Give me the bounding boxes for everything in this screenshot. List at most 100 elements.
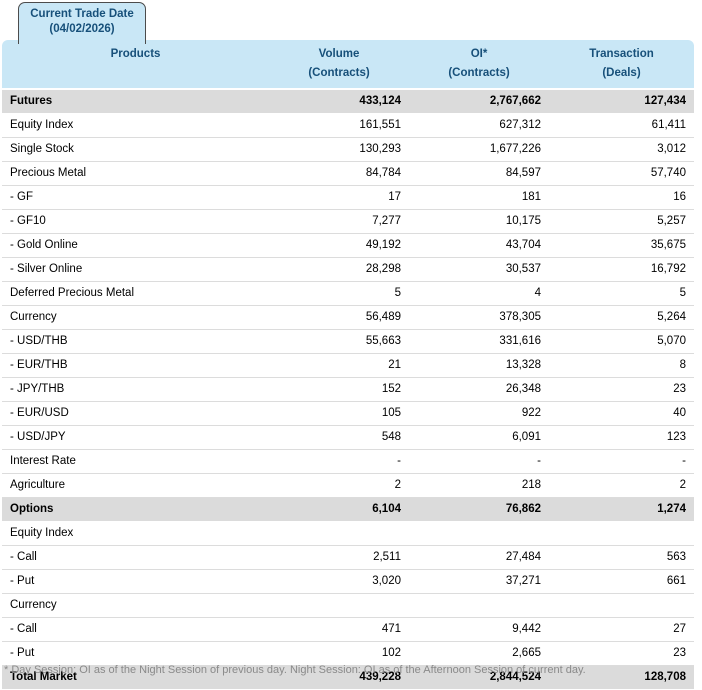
table-row: - Silver Online 28,298 30,537 16,792 [2, 258, 694, 282]
tab-title-line1: Current Trade Date [30, 8, 134, 20]
volume-cell: 161,551 [269, 114, 409, 138]
product-cell: Currency [2, 306, 269, 330]
oi-cell: 627,312 [409, 114, 549, 138]
oi-cell: 2,665 [409, 642, 549, 666]
oi-cell: 27,484 [409, 546, 549, 570]
market-summary-table-area: Products Volume (Contracts) OI* (Contrac… [2, 40, 694, 690]
product-cell: - USD/THB [2, 330, 269, 354]
oi-cell: 84,597 [409, 162, 549, 186]
product-cell: - Put [2, 642, 269, 666]
table-row: - USD/JPY 548 6,091 123 [2, 426, 694, 450]
oi-cell: 922 [409, 402, 549, 426]
table-row: Agriculture 2 218 2 [2, 474, 694, 498]
oi-cell: 30,537 [409, 258, 549, 282]
transaction-cell: 16 [549, 186, 694, 210]
oi-cell [409, 522, 549, 546]
product-cell: Options [2, 498, 269, 522]
table-row: Equity Index [2, 522, 694, 546]
transaction-cell: 23 [549, 378, 694, 402]
transaction-cell: 57,740 [549, 162, 694, 186]
transaction-cell: 40 [549, 402, 694, 426]
product-cell: Deferred Precious Metal [2, 282, 269, 306]
volume-cell: 2,511 [269, 546, 409, 570]
volume-cell: 7,277 [269, 210, 409, 234]
transaction-cell [549, 522, 694, 546]
column-header-products: Products [2, 40, 269, 90]
volume-cell: 130,293 [269, 138, 409, 162]
oi-cell: 26,348 [409, 378, 549, 402]
table-row: - Gold Online 49,192 43,704 35,675 [2, 234, 694, 258]
volume-cell: 6,104 [269, 498, 409, 522]
volume-cell: 5 [269, 282, 409, 306]
product-cell: Precious Metal [2, 162, 269, 186]
table-row: Deferred Precious Metal 5 4 5 [2, 282, 694, 306]
table-row: - GF10 7,277 10,175 5,257 [2, 210, 694, 234]
oi-cell: 4 [409, 282, 549, 306]
transaction-cell: 2 [549, 474, 694, 498]
oi-cell: 378,305 [409, 306, 549, 330]
transaction-cell: 23 [549, 642, 694, 666]
volume-cell [269, 522, 409, 546]
table-row: - USD/THB 55,663 331,616 5,070 [2, 330, 694, 354]
table-row: Interest Rate - - - [2, 450, 694, 474]
oi-cell: 1,677,226 [409, 138, 549, 162]
transaction-cell: 123 [549, 426, 694, 450]
product-cell: Equity Index [2, 522, 269, 546]
product-cell: - Call [2, 618, 269, 642]
table-row: Currency [2, 594, 694, 618]
volume-cell: 28,298 [269, 258, 409, 282]
product-cell: Agriculture [2, 474, 269, 498]
oi-cell: 9,442 [409, 618, 549, 642]
section-row: Futures 433,124 2,767,662 127,434 [2, 90, 694, 114]
section-row: Options 6,104 76,862 1,274 [2, 498, 694, 522]
column-header-volume: Volume (Contracts) [269, 40, 409, 90]
table-row: - EUR/USD 105 922 40 [2, 402, 694, 426]
table-body: Futures 433,124 2,767,662 127,434 Equity Ind… [2, 90, 694, 690]
product-cell: - EUR/USD [2, 402, 269, 426]
oi-cell: 181 [409, 186, 549, 210]
volume-cell: 3,020 [269, 570, 409, 594]
table-row: Currency 56,489 378,305 5,264 [2, 306, 694, 330]
transaction-cell: 61,411 [549, 114, 694, 138]
table-row: - Call 471 9,442 27 [2, 618, 694, 642]
transaction-cell: 661 [549, 570, 694, 594]
transaction-cell: 35,675 [549, 234, 694, 258]
oi-cell: 37,271 [409, 570, 549, 594]
transaction-cell: 5,257 [549, 210, 694, 234]
volume-cell: - [269, 450, 409, 474]
table-row: - GF 17 181 16 [2, 186, 694, 210]
table-header: Products Volume (Contracts) OI* (Contrac… [2, 40, 694, 90]
oi-cell: - [409, 450, 549, 474]
table-row: Precious Metal 84,784 84,597 57,740 [2, 162, 694, 186]
oi-cell [409, 594, 549, 618]
product-cell: Single Stock [2, 138, 269, 162]
column-header-transaction: Transaction (Deals) [549, 40, 694, 90]
oi-cell: 10,175 [409, 210, 549, 234]
transaction-cell [549, 594, 694, 618]
transaction-cell: 563 [549, 546, 694, 570]
transaction-cell: 27 [549, 618, 694, 642]
volume-cell: 49,192 [269, 234, 409, 258]
oi-cell: 13,328 [409, 354, 549, 378]
product-cell: Interest Rate [2, 450, 269, 474]
product-cell: - Silver Online [2, 258, 269, 282]
transaction-cell: 5,070 [549, 330, 694, 354]
oi-cell: 76,862 [409, 498, 549, 522]
volume-cell: 56,489 [269, 306, 409, 330]
table-row: - JPY/THB 152 26,348 23 [2, 378, 694, 402]
volume-cell: 433,124 [269, 90, 409, 114]
volume-cell: 2 [269, 474, 409, 498]
transaction-cell: - [549, 450, 694, 474]
transaction-cell: 127,434 [549, 90, 694, 114]
oi-cell: 2,767,662 [409, 90, 549, 114]
transaction-cell: 5 [549, 282, 694, 306]
product-cell: - GF [2, 186, 269, 210]
table-row: - Put 3,020 37,271 661 [2, 570, 694, 594]
transaction-cell: 8 [549, 354, 694, 378]
volume-cell: 548 [269, 426, 409, 450]
tab-current-trade-date[interactable]: Current Trade Date (04/02/2026) [18, 2, 146, 44]
product-cell: - USD/JPY [2, 426, 269, 450]
volume-cell: 471 [269, 618, 409, 642]
volume-cell: 55,663 [269, 330, 409, 354]
product-cell: Equity Index [2, 114, 269, 138]
